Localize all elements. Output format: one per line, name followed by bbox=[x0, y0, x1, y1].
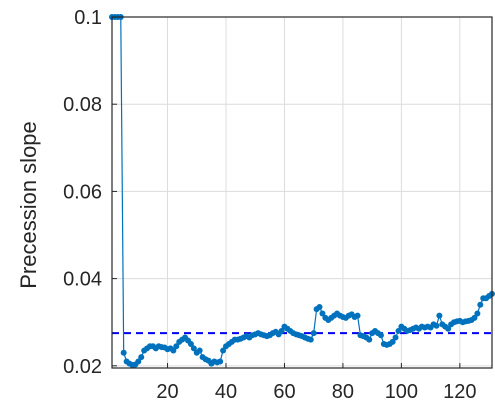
data-point bbox=[138, 354, 145, 361]
x-tick-label: 40 bbox=[215, 381, 237, 403]
data-point bbox=[316, 303, 323, 310]
data-point bbox=[433, 322, 440, 329]
series-layer bbox=[109, 14, 495, 368]
data-point bbox=[392, 334, 399, 341]
y-tick-label: 0.1 bbox=[74, 7, 102, 29]
x-tick-label: 100 bbox=[385, 381, 418, 403]
data-point bbox=[366, 336, 373, 343]
data-point bbox=[389, 338, 396, 345]
x-tick-label: 120 bbox=[443, 381, 476, 403]
data-point bbox=[170, 347, 177, 354]
data-point bbox=[307, 336, 314, 343]
x-tick-labels: 20 40 60 80 100 120 bbox=[156, 381, 476, 403]
data-point bbox=[319, 310, 326, 317]
data-point bbox=[354, 312, 361, 319]
data-point bbox=[377, 332, 384, 339]
y-axis-label: Precession slope bbox=[16, 121, 41, 289]
x-tick-label: 80 bbox=[332, 381, 354, 403]
data-point bbox=[477, 301, 484, 308]
data-point bbox=[196, 347, 203, 354]
data-point bbox=[278, 327, 285, 334]
x-tick-label: 20 bbox=[156, 381, 178, 403]
data-point bbox=[187, 341, 194, 348]
axis-ticks bbox=[112, 16, 461, 368]
data-point bbox=[217, 358, 224, 365]
data-point bbox=[474, 310, 481, 317]
data-point bbox=[445, 325, 452, 332]
data-point bbox=[173, 343, 180, 350]
y-tick-label: 0.04 bbox=[63, 269, 102, 291]
y-tick-label: 0.06 bbox=[63, 181, 102, 203]
data-point bbox=[395, 327, 402, 334]
y-tick-label: 0.08 bbox=[63, 94, 102, 116]
plot-area bbox=[112, 17, 492, 368]
axes-frame bbox=[111, 16, 493, 369]
x-tick-label: 60 bbox=[273, 381, 295, 403]
data-point bbox=[436, 312, 443, 319]
y-tick-labels: 0.02 0.04 0.06 0.08 0.1 bbox=[63, 7, 102, 378]
data-point bbox=[471, 314, 478, 321]
data-point bbox=[220, 347, 227, 354]
data-point bbox=[120, 349, 127, 356]
data-point bbox=[190, 345, 197, 352]
data-point bbox=[135, 358, 142, 365]
y-tick-label: 0.02 bbox=[63, 356, 102, 378]
data-point bbox=[310, 330, 317, 337]
